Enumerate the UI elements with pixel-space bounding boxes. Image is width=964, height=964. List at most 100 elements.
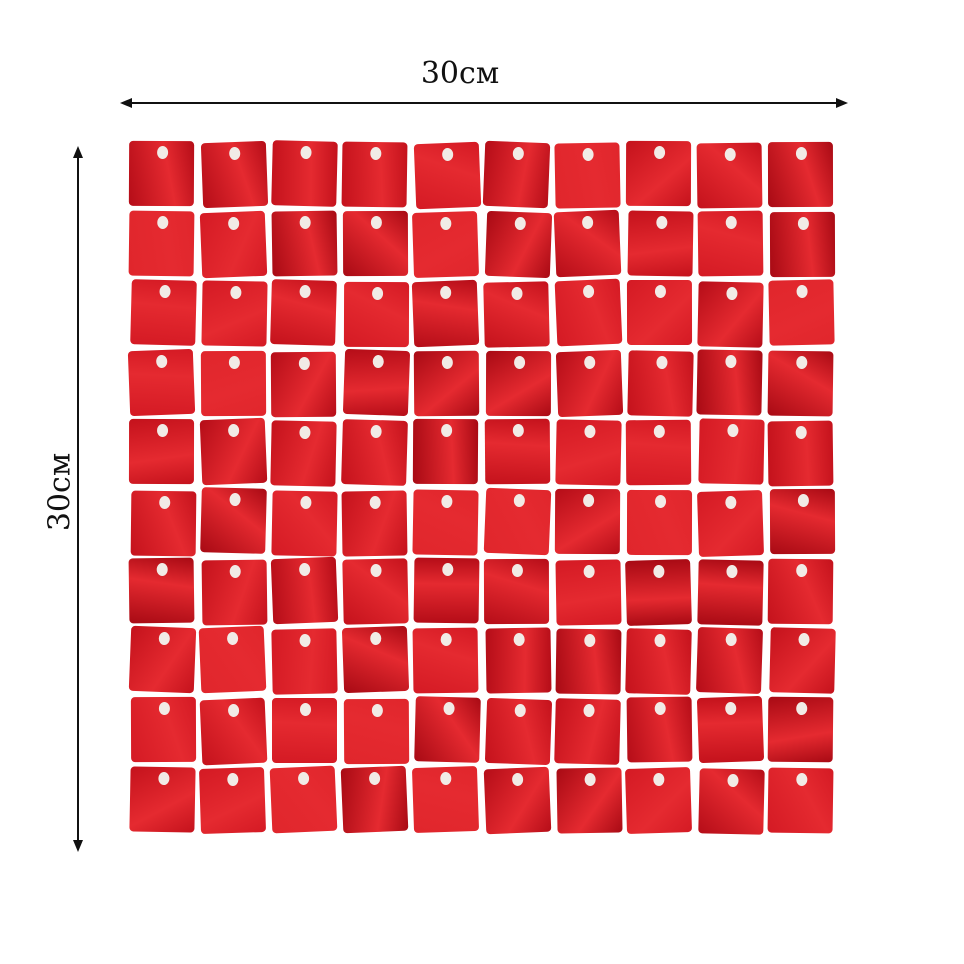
hanging-hole-icon <box>795 147 807 161</box>
sequin-tile <box>200 141 269 209</box>
hanging-hole-icon <box>441 562 453 576</box>
sequin-tile <box>129 626 197 694</box>
sequin-tile <box>341 141 408 208</box>
hanging-hole-icon <box>299 426 311 440</box>
hanging-hole-icon <box>156 563 168 577</box>
sequin-panel <box>127 139 842 836</box>
hanging-hole-icon <box>583 355 596 369</box>
hanging-hole-icon <box>158 701 170 715</box>
sequin-tile <box>340 765 408 834</box>
sequin-tile <box>270 278 337 346</box>
sequin-tile <box>342 558 409 625</box>
sequin-tile <box>199 697 268 766</box>
hanging-hole-icon <box>726 565 738 579</box>
sequin-tile <box>555 628 622 695</box>
hanging-hole-icon <box>156 146 168 160</box>
hanging-hole-icon <box>441 494 453 508</box>
sequin-tile <box>414 142 482 210</box>
sequin-tile <box>130 490 197 557</box>
sequin-tile <box>200 350 266 416</box>
height-arrow <box>77 150 79 848</box>
sequin-tile <box>200 280 268 348</box>
sequin-tile <box>341 626 409 694</box>
hanging-hole-icon <box>584 772 596 787</box>
sequin-tile <box>483 281 551 348</box>
hanging-hole-icon <box>370 703 383 717</box>
sequin-tile <box>270 420 338 487</box>
sequin-tile <box>412 418 478 485</box>
hanging-hole-icon <box>158 632 170 646</box>
width-arrow-right-head <box>836 98 848 108</box>
sequin-tile <box>555 419 622 486</box>
hanging-hole-icon <box>583 425 595 439</box>
sequin-tile <box>199 487 267 555</box>
sequin-tile <box>271 698 337 764</box>
sequin-tile <box>413 557 480 624</box>
sequin-tile <box>198 626 267 694</box>
hanging-hole-icon <box>582 703 595 718</box>
hanging-hole-icon <box>298 562 310 577</box>
sequin-tile <box>343 698 409 764</box>
sequin-tile <box>697 559 764 626</box>
hanging-hole-icon <box>795 702 808 716</box>
hanging-hole-icon <box>229 286 241 300</box>
sequin-tile <box>625 628 693 695</box>
sequin-tile <box>696 349 763 416</box>
sequin-tile <box>130 279 198 347</box>
sequin-tile <box>556 349 624 417</box>
hanging-hole-icon <box>298 633 311 647</box>
hanging-hole-icon <box>367 771 380 785</box>
sequin-tile <box>555 558 622 626</box>
sequin-tile <box>627 349 694 417</box>
hanging-hole-icon <box>795 564 807 578</box>
sequin-tile <box>199 210 267 279</box>
sequin-tile <box>627 489 693 555</box>
hanging-hole-icon <box>724 702 737 716</box>
hanging-hole-icon <box>159 285 171 299</box>
sequin-tile <box>271 210 338 277</box>
sequin-tile <box>483 766 552 835</box>
sequin-tile <box>556 767 623 834</box>
sequin-tile <box>767 696 834 763</box>
sequin-tile <box>128 141 195 207</box>
sequin-tile <box>768 626 836 694</box>
sequin-tile <box>767 350 834 417</box>
sequin-tile <box>769 489 836 555</box>
width-arrow-left-head <box>120 98 132 108</box>
hanging-hole-icon <box>581 148 594 162</box>
sequin-tile <box>554 142 621 210</box>
sequin-tile <box>698 417 765 485</box>
sequin-tile <box>413 350 480 417</box>
hanging-hole-icon <box>298 284 311 298</box>
hanging-hole-icon <box>369 632 381 646</box>
hanging-hole-icon <box>655 355 667 369</box>
width-arrow <box>124 102 844 104</box>
hanging-hole-icon <box>227 216 239 231</box>
hanging-hole-icon <box>514 217 526 231</box>
sequin-tile <box>486 350 552 417</box>
hanging-hole-icon <box>227 703 239 717</box>
hanging-hole-icon <box>510 564 522 578</box>
hanging-hole-icon <box>797 494 809 508</box>
sequin-tile <box>554 698 621 765</box>
hanging-hole-icon <box>795 425 807 439</box>
hanging-hole-icon <box>158 495 170 509</box>
sequin-tile <box>128 210 195 277</box>
sequin-tile <box>412 489 479 556</box>
sequin-tile <box>626 696 693 763</box>
hanging-hole-icon <box>725 287 737 301</box>
hanging-hole-icon <box>725 216 737 230</box>
hanging-hole-icon <box>226 773 238 787</box>
sequin-tile <box>696 142 763 209</box>
sequin-tile <box>627 210 694 277</box>
sequin-tile <box>341 490 408 557</box>
hanging-hole-icon <box>581 215 594 230</box>
sequin-tile <box>767 279 835 346</box>
sequin-tile <box>485 627 552 694</box>
width-label: 30см <box>420 56 500 91</box>
hanging-hole-icon <box>795 355 807 370</box>
sequin-tile <box>484 487 552 556</box>
sequin-tile <box>130 696 196 762</box>
height-label: 30см <box>42 452 78 532</box>
hanging-hole-icon <box>155 354 168 369</box>
